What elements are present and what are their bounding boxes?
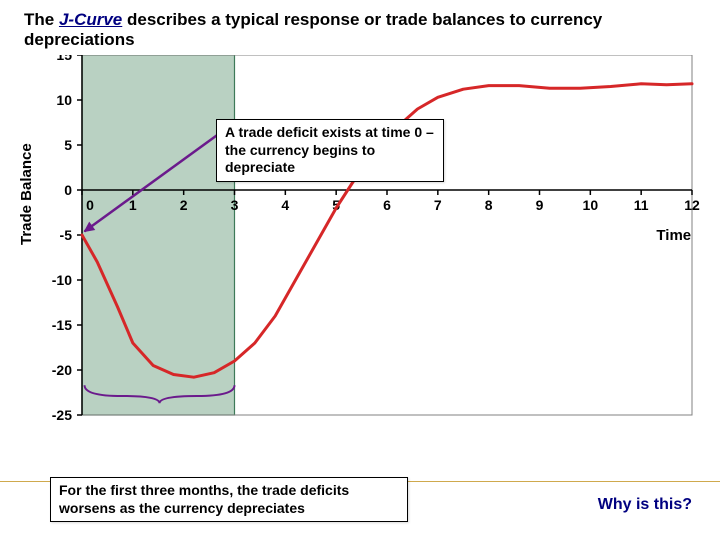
svg-text:3: 3 xyxy=(231,197,239,213)
y-axis-label: Trade Balance xyxy=(18,143,35,245)
title-prefix: The xyxy=(24,10,59,29)
svg-text:11: 11 xyxy=(634,197,649,213)
svg-text:0: 0 xyxy=(86,197,94,213)
annotation-first-months: For the first three months, the trade de… xyxy=(50,477,408,522)
annotation-deficit: A trade deficit exists at time 0 – the c… xyxy=(216,119,444,182)
title: The J-Curve describes a typical response… xyxy=(0,0,720,54)
svg-text:7: 7 xyxy=(434,197,442,213)
svg-text:-20: -20 xyxy=(52,362,72,378)
svg-text:12: 12 xyxy=(684,197,700,213)
svg-text:9: 9 xyxy=(536,197,544,213)
svg-text:5: 5 xyxy=(64,137,72,153)
svg-text:10: 10 xyxy=(583,197,599,213)
svg-text:6: 6 xyxy=(383,197,391,213)
svg-text:-5: -5 xyxy=(60,227,73,243)
svg-text:-10: -10 xyxy=(52,272,72,288)
svg-text:4: 4 xyxy=(281,197,289,213)
svg-text:-25: -25 xyxy=(52,407,72,423)
jcurve-chart: 151050-5-10-15-20-250123456789101112 xyxy=(20,55,700,455)
title-jcurve: J-Curve xyxy=(59,10,122,29)
chart-area: Trade Balance 151050-5-10-15-20-25012345… xyxy=(20,55,700,455)
svg-text:0: 0 xyxy=(64,182,72,198)
x-axis-label: Time xyxy=(656,227,691,244)
svg-text:10: 10 xyxy=(56,92,72,108)
svg-text:-15: -15 xyxy=(52,317,72,333)
why-text: Why is this? xyxy=(598,496,692,514)
svg-text:15: 15 xyxy=(56,55,72,63)
svg-text:2: 2 xyxy=(180,197,188,213)
svg-text:8: 8 xyxy=(485,197,493,213)
